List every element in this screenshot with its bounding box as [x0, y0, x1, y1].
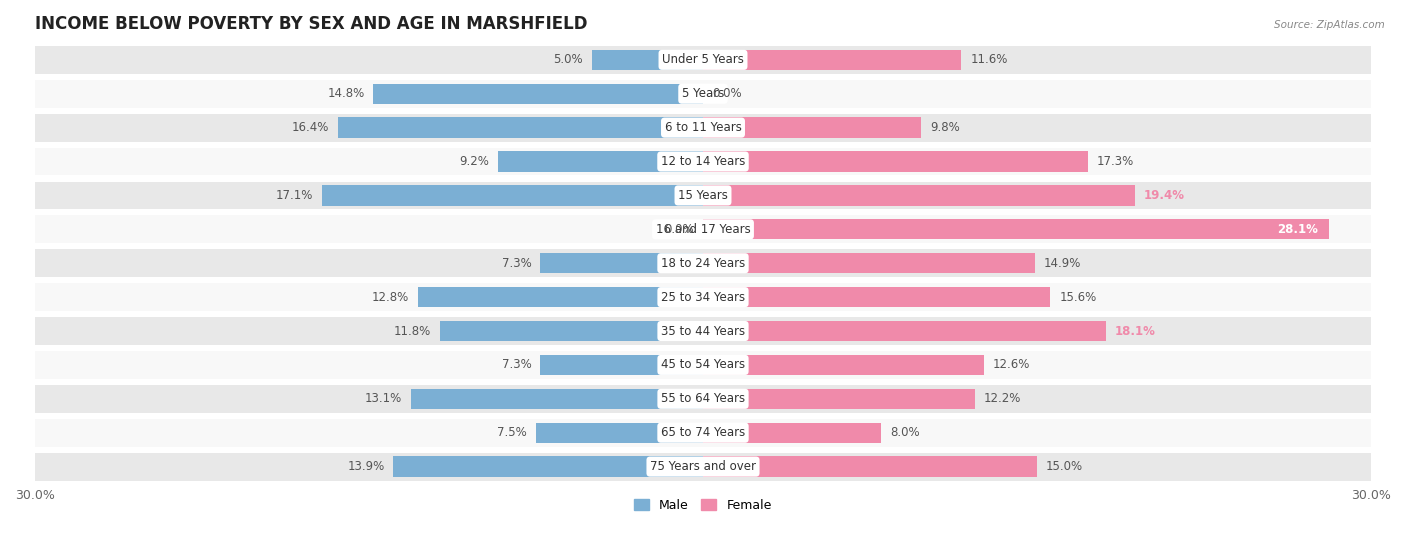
Text: 11.8%: 11.8% — [394, 325, 432, 338]
Text: 16 and 17 Years: 16 and 17 Years — [655, 223, 751, 236]
Text: 28.1%: 28.1% — [1277, 223, 1317, 236]
Bar — [35, 283, 1371, 311]
Text: 17.3%: 17.3% — [1097, 155, 1135, 168]
Bar — [703, 151, 1088, 172]
Bar — [35, 317, 1371, 345]
Bar — [35, 46, 1371, 74]
Bar — [374, 83, 703, 104]
Text: 0.0%: 0.0% — [665, 223, 695, 236]
Text: 7.5%: 7.5% — [498, 426, 527, 439]
Text: 75 Years and over: 75 Years and over — [650, 460, 756, 473]
Text: 12.8%: 12.8% — [371, 291, 409, 304]
Bar — [703, 117, 921, 138]
Bar — [35, 80, 1371, 108]
Bar — [703, 355, 984, 375]
Text: 13.9%: 13.9% — [347, 460, 385, 473]
Bar — [35, 182, 1371, 209]
Text: 45 to 54 Years: 45 to 54 Years — [661, 358, 745, 371]
Text: 7.3%: 7.3% — [502, 257, 531, 270]
Bar — [35, 453, 1371, 481]
Bar — [703, 50, 962, 70]
Text: 18 to 24 Years: 18 to 24 Years — [661, 257, 745, 270]
Text: 0.0%: 0.0% — [711, 87, 741, 100]
Text: 6 to 11 Years: 6 to 11 Years — [665, 121, 741, 134]
Bar — [35, 113, 1371, 141]
Text: 19.4%: 19.4% — [1144, 189, 1185, 202]
Bar — [412, 389, 703, 409]
Text: 16.4%: 16.4% — [291, 121, 329, 134]
Text: 9.8%: 9.8% — [931, 121, 960, 134]
Bar — [337, 117, 703, 138]
Bar — [540, 253, 703, 273]
Text: 18.1%: 18.1% — [1115, 325, 1156, 338]
Text: 65 to 74 Years: 65 to 74 Years — [661, 426, 745, 439]
Text: 12.2%: 12.2% — [984, 392, 1021, 405]
Text: 8.0%: 8.0% — [890, 426, 920, 439]
Text: 7.3%: 7.3% — [502, 358, 531, 371]
Bar — [703, 185, 1135, 206]
Text: 35 to 44 Years: 35 to 44 Years — [661, 325, 745, 338]
Text: 15.6%: 15.6% — [1059, 291, 1097, 304]
Bar — [322, 185, 703, 206]
Bar — [703, 321, 1107, 341]
Bar — [35, 419, 1371, 447]
Text: 14.8%: 14.8% — [328, 87, 364, 100]
Bar — [35, 351, 1371, 379]
Bar — [440, 321, 703, 341]
Bar — [35, 215, 1371, 243]
Bar — [703, 457, 1038, 477]
Bar — [35, 148, 1371, 176]
Text: 15.0%: 15.0% — [1046, 460, 1083, 473]
Text: 25 to 34 Years: 25 to 34 Years — [661, 291, 745, 304]
Text: Under 5 Years: Under 5 Years — [662, 53, 744, 67]
Bar — [703, 219, 1329, 239]
Bar — [540, 355, 703, 375]
Bar — [394, 457, 703, 477]
Legend: Male, Female: Male, Female — [630, 494, 776, 517]
Bar — [35, 249, 1371, 277]
Text: 12.6%: 12.6% — [993, 358, 1029, 371]
Bar — [536, 423, 703, 443]
Text: Source: ZipAtlas.com: Source: ZipAtlas.com — [1274, 20, 1385, 30]
Text: 5.0%: 5.0% — [553, 53, 582, 67]
Text: 12 to 14 Years: 12 to 14 Years — [661, 155, 745, 168]
Text: INCOME BELOW POVERTY BY SEX AND AGE IN MARSHFIELD: INCOME BELOW POVERTY BY SEX AND AGE IN M… — [35, 15, 588, 33]
Bar — [418, 287, 703, 307]
Bar — [703, 389, 974, 409]
Text: 14.9%: 14.9% — [1043, 257, 1081, 270]
Bar — [35, 385, 1371, 413]
Bar — [703, 253, 1035, 273]
Text: 13.1%: 13.1% — [366, 392, 402, 405]
Bar — [498, 151, 703, 172]
Text: 11.6%: 11.6% — [970, 53, 1008, 67]
Text: 9.2%: 9.2% — [460, 155, 489, 168]
Bar — [592, 50, 703, 70]
Text: 5 Years: 5 Years — [682, 87, 724, 100]
Text: 55 to 64 Years: 55 to 64 Years — [661, 392, 745, 405]
Text: 17.1%: 17.1% — [276, 189, 314, 202]
Bar — [703, 287, 1050, 307]
Text: 15 Years: 15 Years — [678, 189, 728, 202]
Bar — [703, 423, 882, 443]
